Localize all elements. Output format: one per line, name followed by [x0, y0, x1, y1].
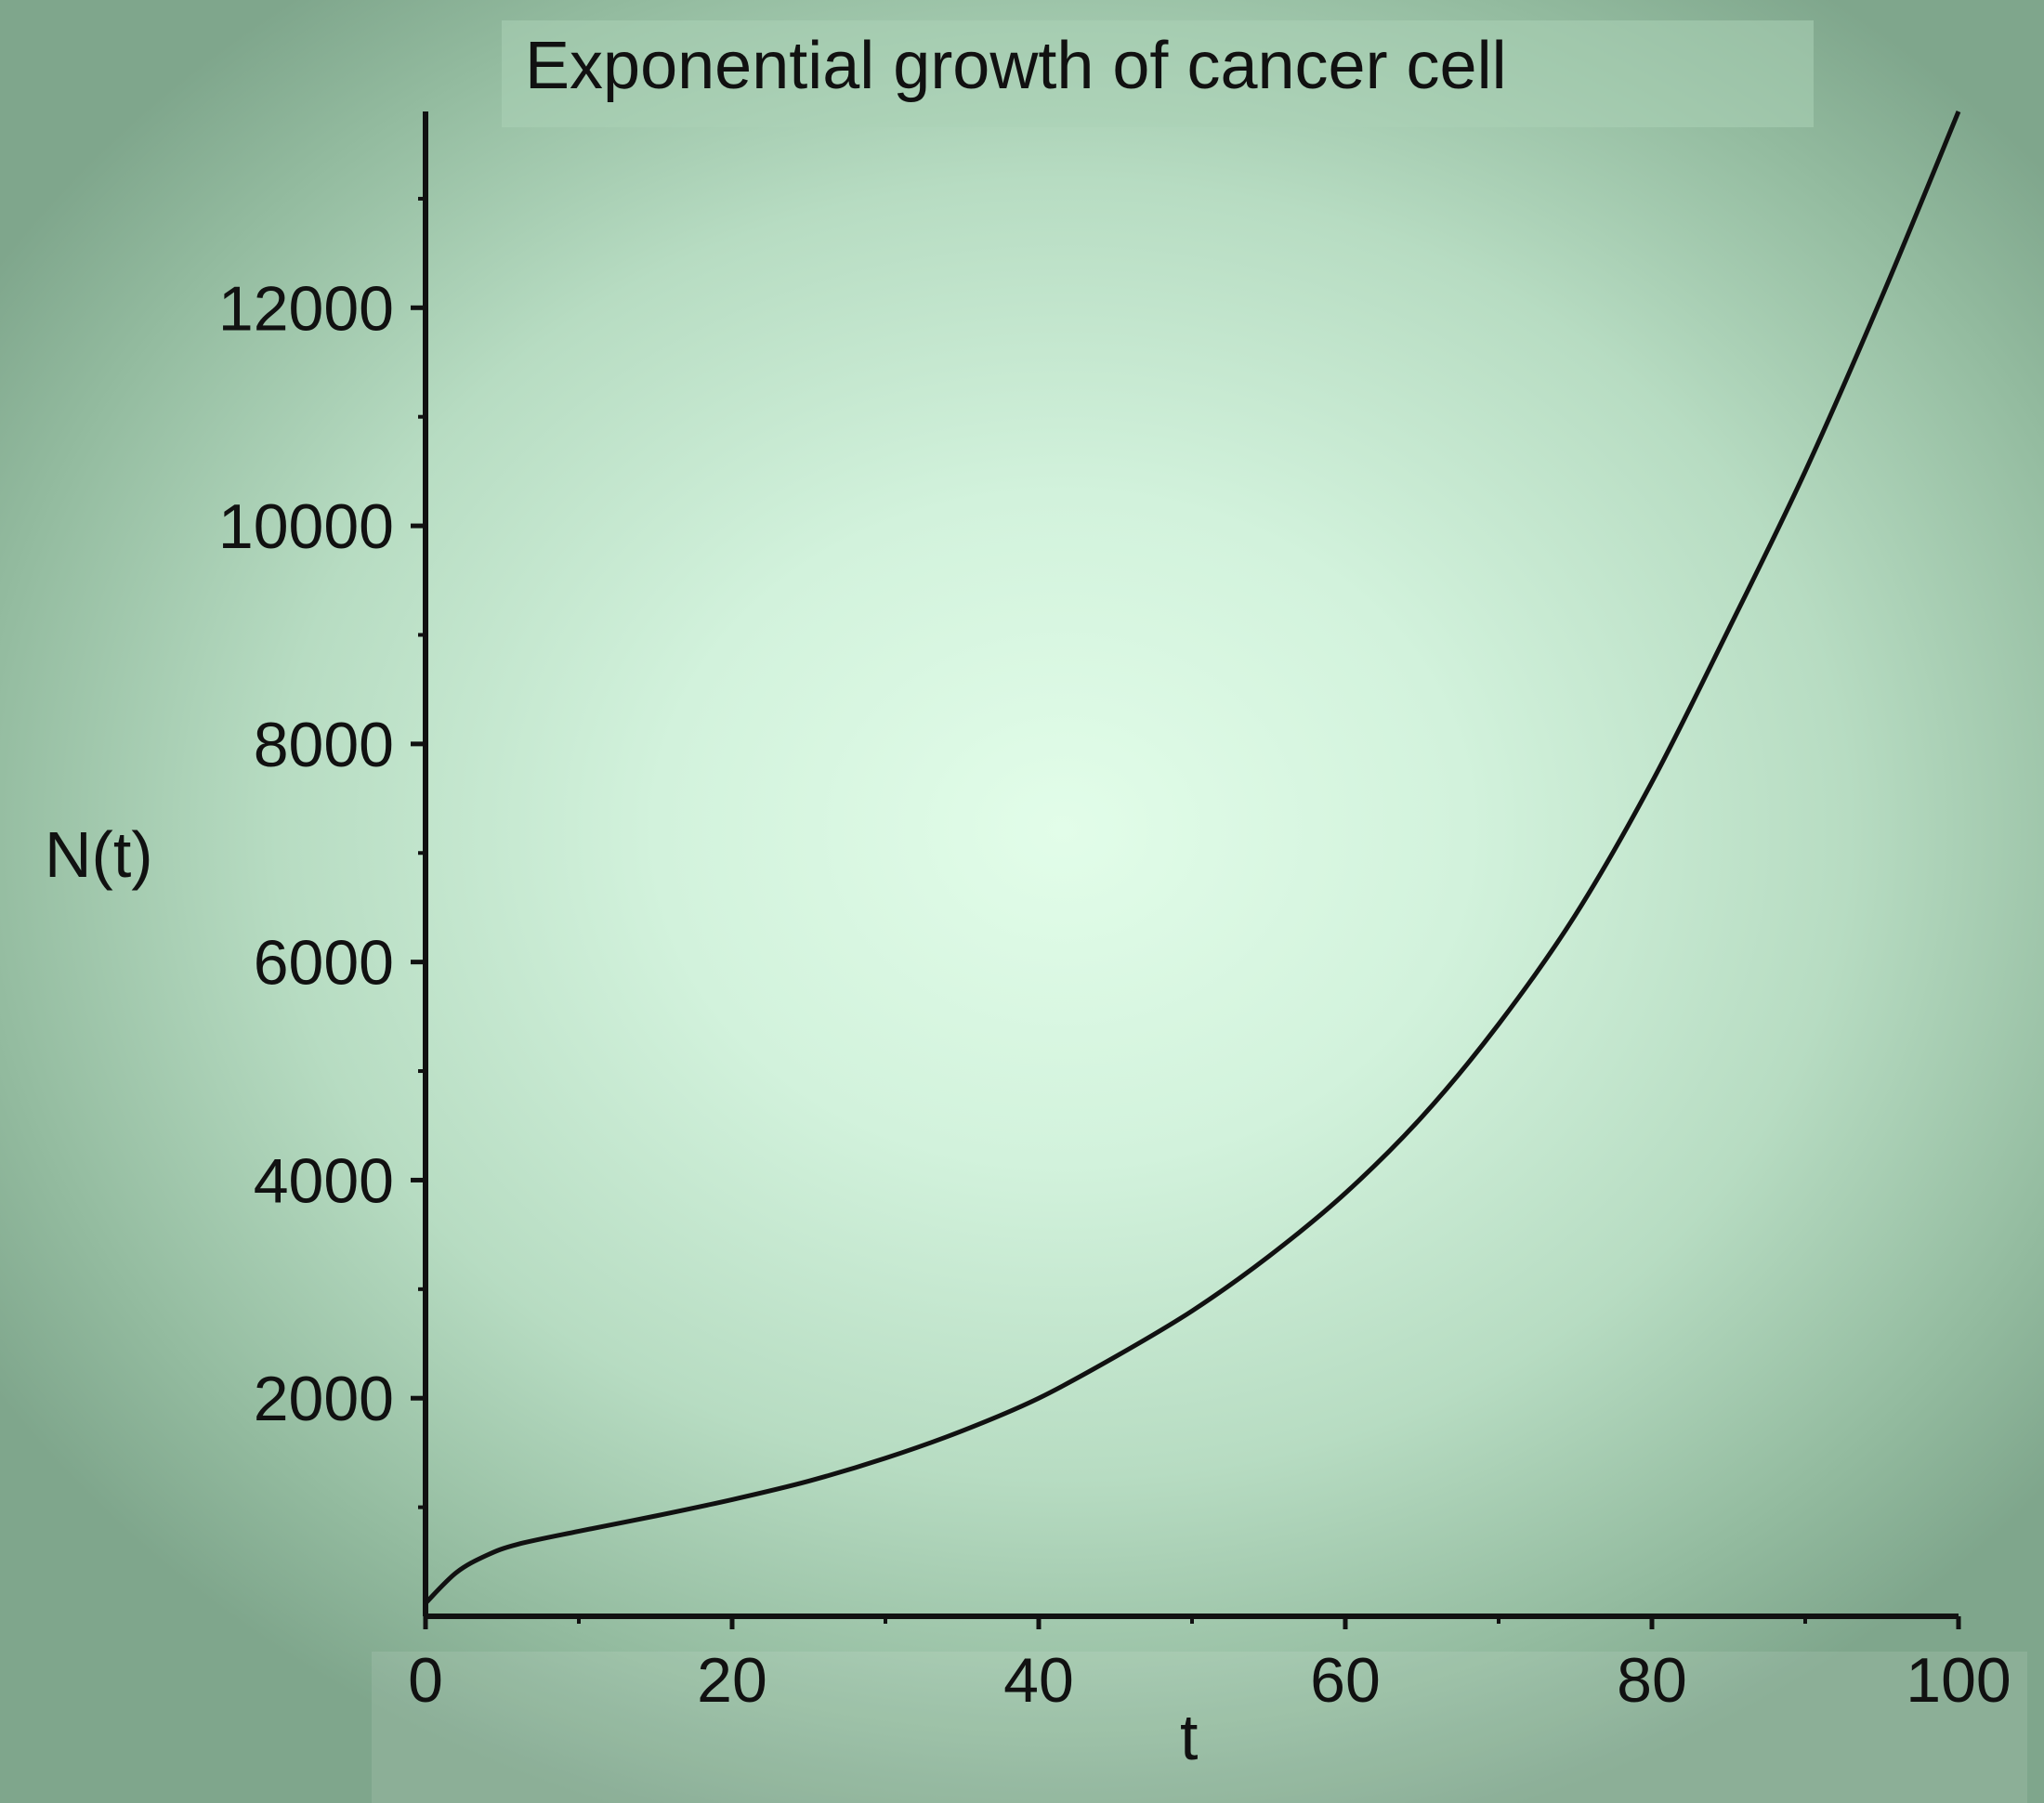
- y-tick-label-10000: 10000: [218, 491, 394, 562]
- x-tick-label-100: 100: [1906, 1645, 2011, 1716]
- x-tick-label-80: 80: [1617, 1645, 1687, 1716]
- x-tick-label-40: 40: [1003, 1645, 1074, 1716]
- series: [424, 111, 1961, 1605]
- chart-title: Exponential growth of cancer cell: [525, 29, 1507, 103]
- title-background: [502, 20, 1814, 127]
- y-tick-label-6000: 6000: [254, 928, 394, 999]
- y-tick-label-2000: 2000: [254, 1364, 394, 1434]
- series-line: [424, 111, 1961, 1605]
- y-tick-label-4000: 4000: [254, 1145, 394, 1216]
- x-axis-label: t: [1180, 1701, 1199, 1773]
- x-tick-label-0: 0: [408, 1645, 443, 1716]
- y-tick-label-12000: 12000: [218, 273, 394, 344]
- x-tick-label-60: 60: [1310, 1645, 1381, 1716]
- x-axis-band: [372, 1652, 2027, 1803]
- x-tick-label-20: 20: [697, 1645, 767, 1716]
- axes: [423, 111, 1959, 1619]
- y-axis-label: N(t): [45, 818, 153, 891]
- y-tick-label-8000: 8000: [254, 710, 394, 780]
- ticks: 0 20 40 60 80 100 2000 4000 6000 8000 10000 12000: [218, 196, 2011, 1716]
